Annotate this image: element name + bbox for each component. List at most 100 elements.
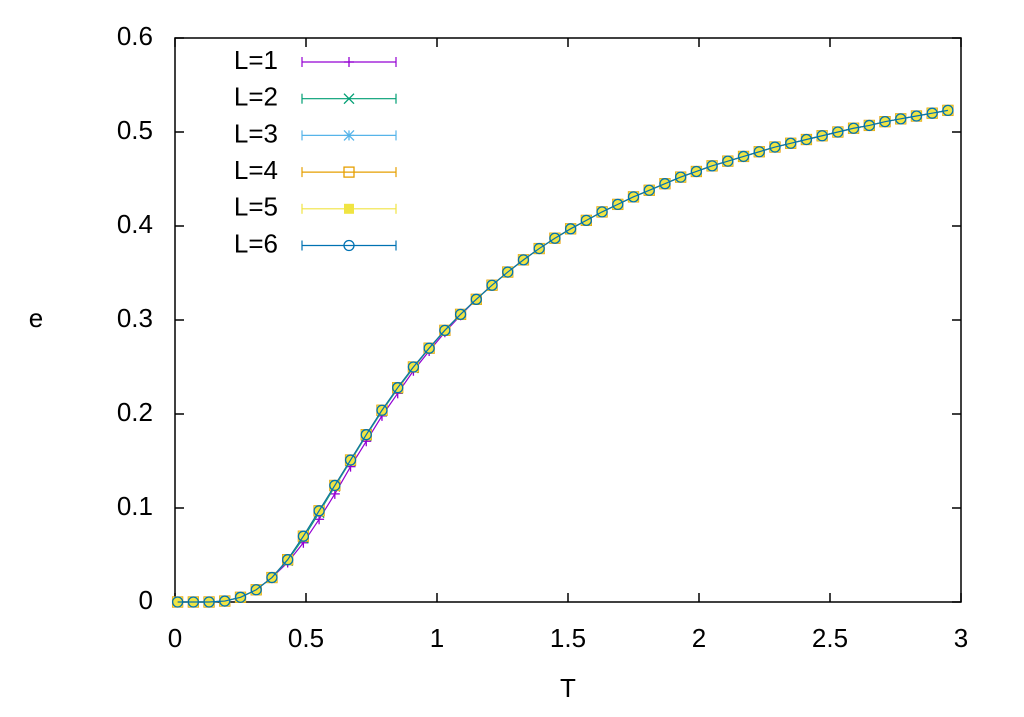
point-shape (722, 155, 734, 167)
point-shape (643, 184, 655, 196)
point (847, 122, 860, 134)
point (343, 239, 355, 252)
point-shape (533, 242, 545, 255)
point-shape (564, 223, 577, 235)
point-shape (800, 133, 813, 146)
legend-label: L=5 (234, 192, 278, 222)
point (329, 479, 341, 492)
y-tick-label: 0.1 (117, 491, 153, 521)
point (187, 596, 199, 608)
point-shape (580, 214, 592, 227)
point (722, 155, 734, 167)
point (343, 166, 355, 178)
point (533, 242, 545, 255)
point-shape (863, 119, 875, 132)
point-shape (454, 308, 467, 321)
point (863, 119, 875, 132)
point (203, 596, 215, 608)
point-shape (895, 113, 907, 125)
point-shape (737, 150, 750, 163)
point-shape (879, 116, 891, 128)
point-shape (376, 404, 388, 416)
point (407, 361, 420, 373)
point-shape (313, 505, 325, 517)
point (502, 266, 514, 278)
point (171, 596, 184, 608)
point-shape (753, 146, 765, 158)
point-shape (627, 191, 640, 203)
point-shape (910, 110, 923, 122)
point-shape (942, 104, 954, 117)
point (942, 104, 954, 117)
point-shape (847, 122, 860, 134)
point-shape (250, 584, 262, 596)
y-tick-label: 0.2 (117, 397, 153, 427)
point-shape (517, 254, 530, 266)
point (343, 93, 355, 105)
point (879, 116, 891, 128)
y-tick-label: 0 (139, 585, 153, 615)
point (737, 150, 750, 163)
point-shape (769, 141, 781, 153)
y-axis-label: e (29, 303, 43, 333)
series-line (177, 109, 949, 603)
point (659, 178, 671, 190)
point (219, 595, 231, 607)
point (580, 214, 592, 227)
legend-label: L=3 (234, 118, 278, 148)
point-shape (203, 596, 215, 608)
point-shape (407, 361, 420, 373)
point (706, 160, 718, 172)
point-shape (282, 554, 294, 566)
x-axis-label: T (560, 673, 576, 703)
point (895, 113, 907, 125)
point-shape (470, 293, 482, 305)
legend-label: L=1 (234, 45, 278, 75)
point-shape (785, 137, 797, 149)
point-shape (266, 571, 278, 584)
point (423, 342, 435, 354)
point (343, 129, 355, 141)
point-shape (502, 266, 514, 278)
point (344, 57, 354, 67)
point (627, 191, 640, 203)
point (690, 165, 703, 178)
point (612, 198, 624, 211)
series-line (177, 109, 949, 603)
point-shape (486, 279, 498, 291)
point-shape (690, 165, 703, 178)
series-line (177, 109, 949, 603)
series-line (177, 109, 949, 603)
point (785, 137, 797, 149)
x-tick-label: 1.5 (550, 623, 586, 653)
y-tick-label: 0.3 (117, 303, 153, 333)
point-shape (187, 596, 199, 608)
point (769, 141, 781, 153)
point-shape (439, 324, 451, 336)
point (360, 429, 372, 441)
point-shape (675, 171, 687, 183)
legend-label: L=6 (234, 228, 278, 258)
point (344, 203, 354, 214)
point (454, 308, 467, 321)
x-tick-label: 2.5 (812, 623, 848, 653)
point-shape (816, 130, 828, 142)
point (313, 505, 325, 517)
point (643, 184, 655, 196)
x-tick-label: 0.5 (288, 623, 324, 653)
y-tick-label: 0.5 (117, 115, 153, 145)
point-shape (343, 166, 355, 178)
point-shape (344, 454, 357, 466)
legend-label: L=2 (234, 82, 278, 112)
point (926, 107, 938, 119)
point-shape (297, 530, 310, 542)
point-shape (329, 479, 341, 492)
point-shape (596, 206, 608, 218)
point-shape (392, 382, 404, 394)
point (234, 591, 247, 603)
point-shape (549, 232, 561, 244)
point (470, 293, 482, 305)
point (517, 254, 530, 266)
point-stroke (343, 93, 355, 105)
